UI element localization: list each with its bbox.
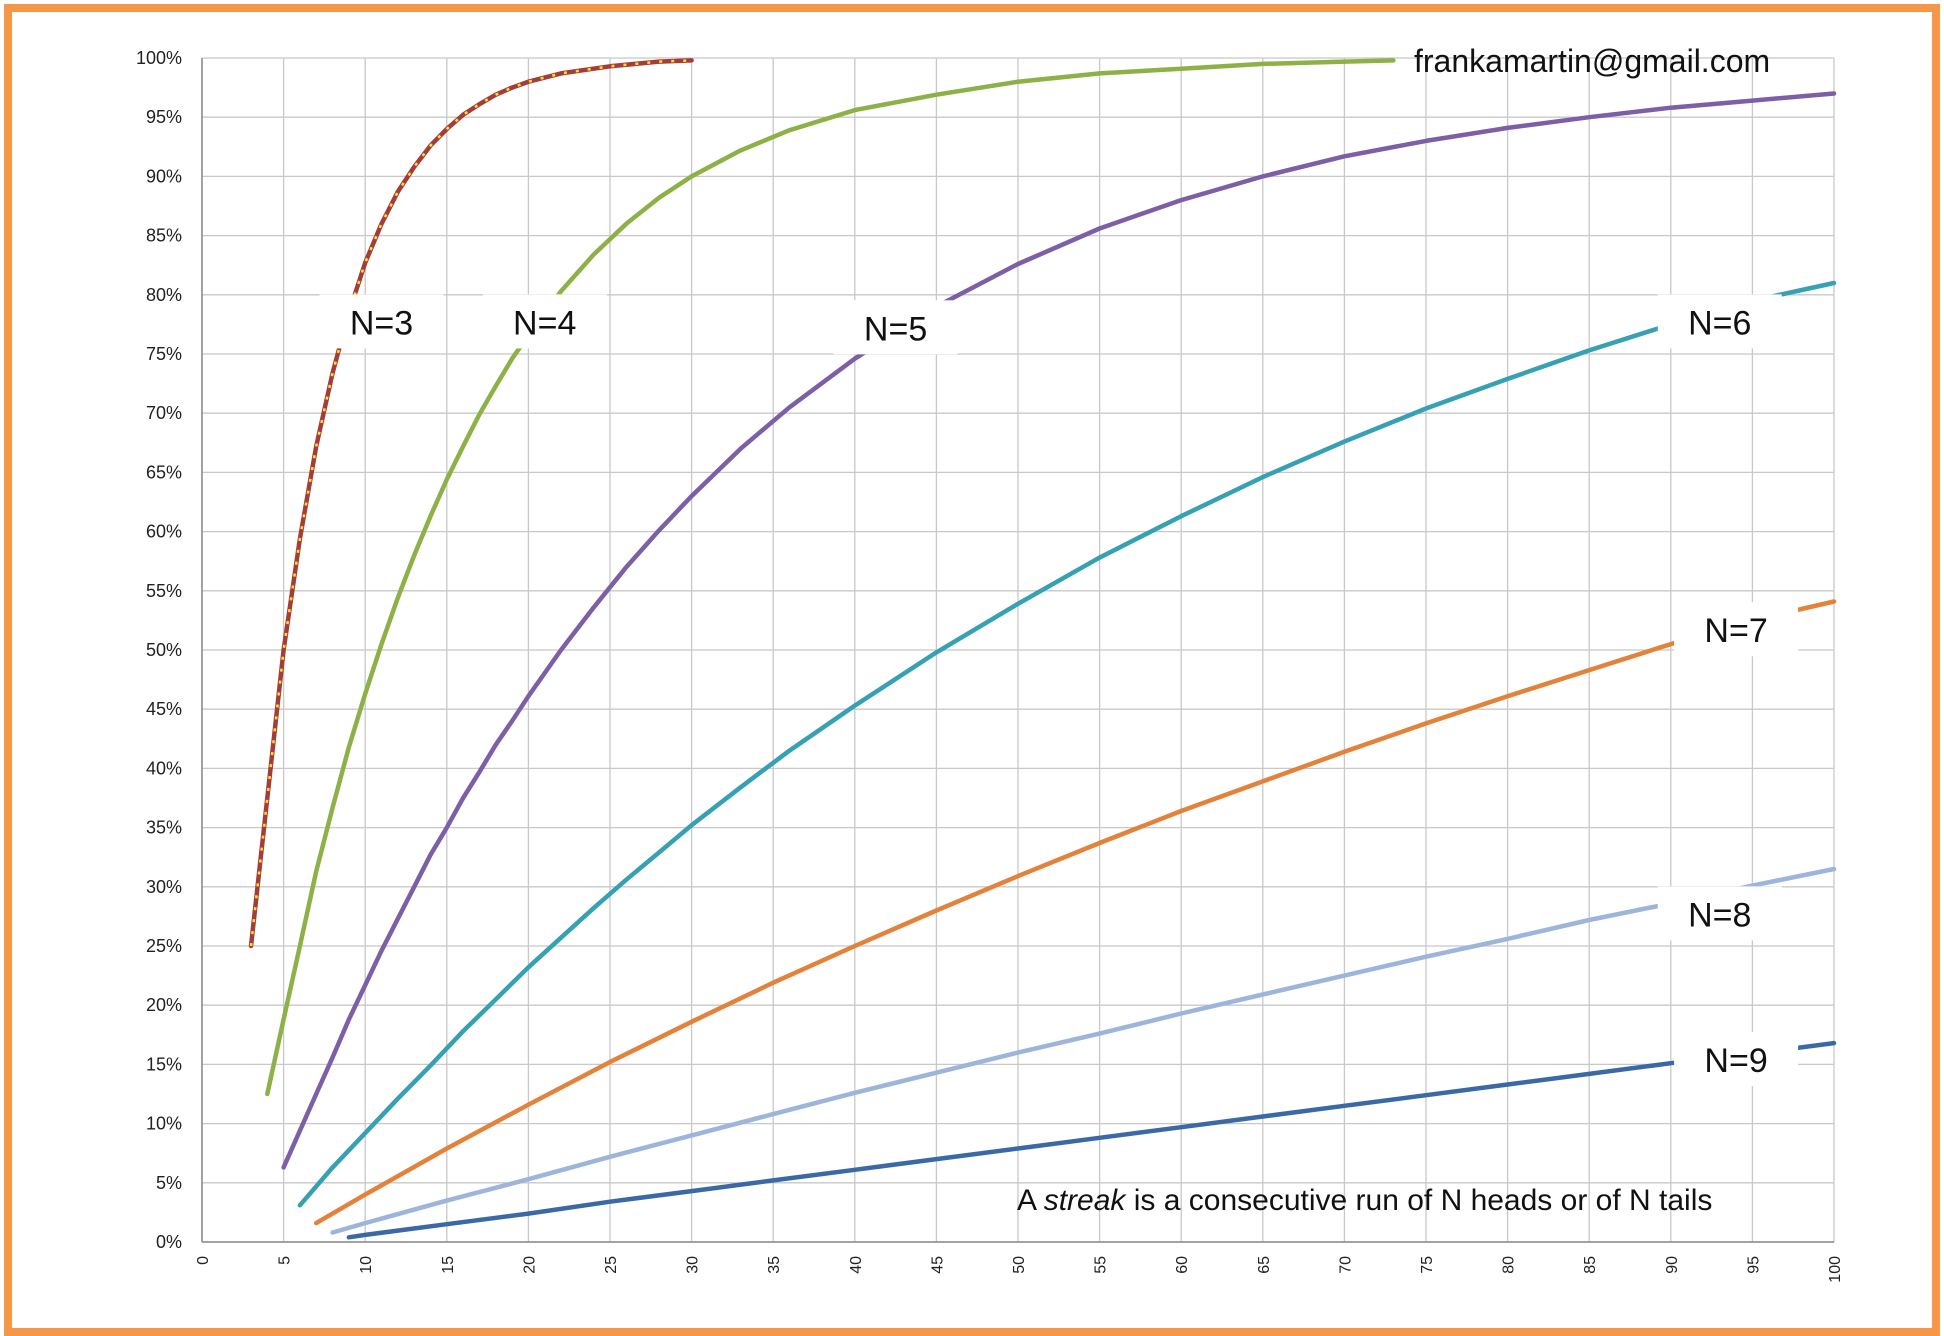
series-line-n-3 <box>248 58 694 949</box>
y-tick-label: 25% <box>146 936 182 956</box>
series-label-box-n-8 <box>1657 886 1782 941</box>
y-tick-label: 100% <box>136 48 182 68</box>
series-label-box-n-4 <box>482 294 607 349</box>
x-tick-label: 40 <box>848 1256 865 1274</box>
x-tick-label: 5 <box>277 1256 294 1265</box>
y-tick-label: 70% <box>146 403 182 423</box>
series-line-n-8 <box>330 866 1837 1235</box>
y-axis-ticks: 0% 5% 10% 15% 20% 25% 30% 35% 40% 45% 50% 55% 60% 65%… <box>136 48 182 1252</box>
y-tick-label: 95% <box>146 107 182 127</box>
series-line-n-4 <box>265 58 1396 1097</box>
streak-note: A streak is a consecutive run of N heads… <box>1017 1184 1712 1217</box>
x-tick-label: 55 <box>1093 1256 1110 1274</box>
line-chart: 0% 5% 10% 15% 20% 25% 30% 35% 40% 45% 50% 55% 60% 65%… <box>136 43 1844 1283</box>
x-tick-label: 100 <box>1827 1256 1844 1283</box>
x-tick-label: 15 <box>440 1256 457 1274</box>
y-tick-label: 20% <box>146 995 182 1015</box>
x-tick-label: 35 <box>766 1256 783 1274</box>
x-tick-label: 90 <box>1664 1256 1681 1274</box>
series-label-n-3: N=3 <box>350 304 413 342</box>
x-tick-label: 50 <box>1011 1256 1028 1274</box>
series-line-n-7 <box>313 599 1837 1226</box>
x-tick-label: 20 <box>521 1256 538 1274</box>
email-annotation: frankamartin@gmail.com <box>1414 43 1770 79</box>
series-label-box-n-9 <box>1674 1032 1799 1087</box>
series-label-n-8: N=8 <box>1688 896 1751 934</box>
x-tick-label: 80 <box>1501 1256 1518 1274</box>
x-tick-label: 65 <box>1256 1256 1273 1274</box>
x-tick-label: 30 <box>685 1256 702 1274</box>
x-tick-label: 0 <box>195 1256 212 1265</box>
series-lines <box>248 58 1837 1240</box>
series-label-box-n-7 <box>1674 602 1799 657</box>
axes <box>201 58 1834 1243</box>
y-tick-label: 60% <box>146 522 182 542</box>
y-tick-label: 30% <box>146 877 182 897</box>
y-tick-label: 15% <box>146 1054 182 1074</box>
y-tick-label: 40% <box>146 758 182 778</box>
y-tick-label: 90% <box>146 166 182 186</box>
x-tick-label: 75 <box>1419 1256 1436 1274</box>
y-tick-label: 55% <box>146 581 182 601</box>
series-line-n-5 <box>281 91 1837 1170</box>
series-label-box-n-5 <box>833 300 958 355</box>
series-label-box-n-6 <box>1657 294 1782 349</box>
y-tick-label: 80% <box>146 285 182 305</box>
series-line-n-9 <box>346 1040 1837 1240</box>
y-tick-label: 5% <box>156 1173 182 1193</box>
series-label-n-4: N=4 <box>513 304 576 342</box>
x-tick-label: 45 <box>929 1256 946 1274</box>
chart-frame: 0% 5% 10% 15% 20% 25% 30% 35% 40% 45% 50% 55% 60% 65%… <box>4 4 1940 1336</box>
series-line-n-6 <box>297 280 1837 1208</box>
series-dots-n-3 <box>249 59 692 947</box>
x-tick-label: 60 <box>1174 1256 1191 1274</box>
series-label-n-6: N=6 <box>1688 304 1751 342</box>
x-tick-label: 95 <box>1745 1256 1762 1274</box>
y-tick-label: 65% <box>146 462 182 482</box>
series-label-n-5: N=5 <box>864 310 927 348</box>
y-tick-label: 75% <box>146 344 182 364</box>
y-tick-label: 45% <box>146 699 182 719</box>
y-tick-label: 85% <box>146 226 182 246</box>
y-tick-label: 0% <box>156 1232 182 1252</box>
series-label-n-9: N=9 <box>1704 1042 1767 1080</box>
series-label-n-7: N=7 <box>1704 612 1767 650</box>
y-tick-label: 35% <box>146 818 182 838</box>
x-tick-label: 10 <box>358 1256 375 1274</box>
series-label-box-n-3 <box>319 294 444 349</box>
y-tick-label: 10% <box>146 1114 182 1134</box>
x-tick-label: 85 <box>1582 1256 1599 1274</box>
x-tick-label: 25 <box>603 1256 620 1274</box>
grid <box>201 57 1835 1243</box>
series-labels: N=3 N=4 N=5 N=6 N=7 N=8 N=9 <box>319 294 1799 1087</box>
y-tick-label: 50% <box>146 640 182 660</box>
x-tick-label: 70 <box>1337 1256 1354 1274</box>
x-axis-ticks: 0 5 10 15 20 25 30 35 40 45 50 55 60 65 70 75 80 85 90 95 10… <box>195 1256 1844 1283</box>
